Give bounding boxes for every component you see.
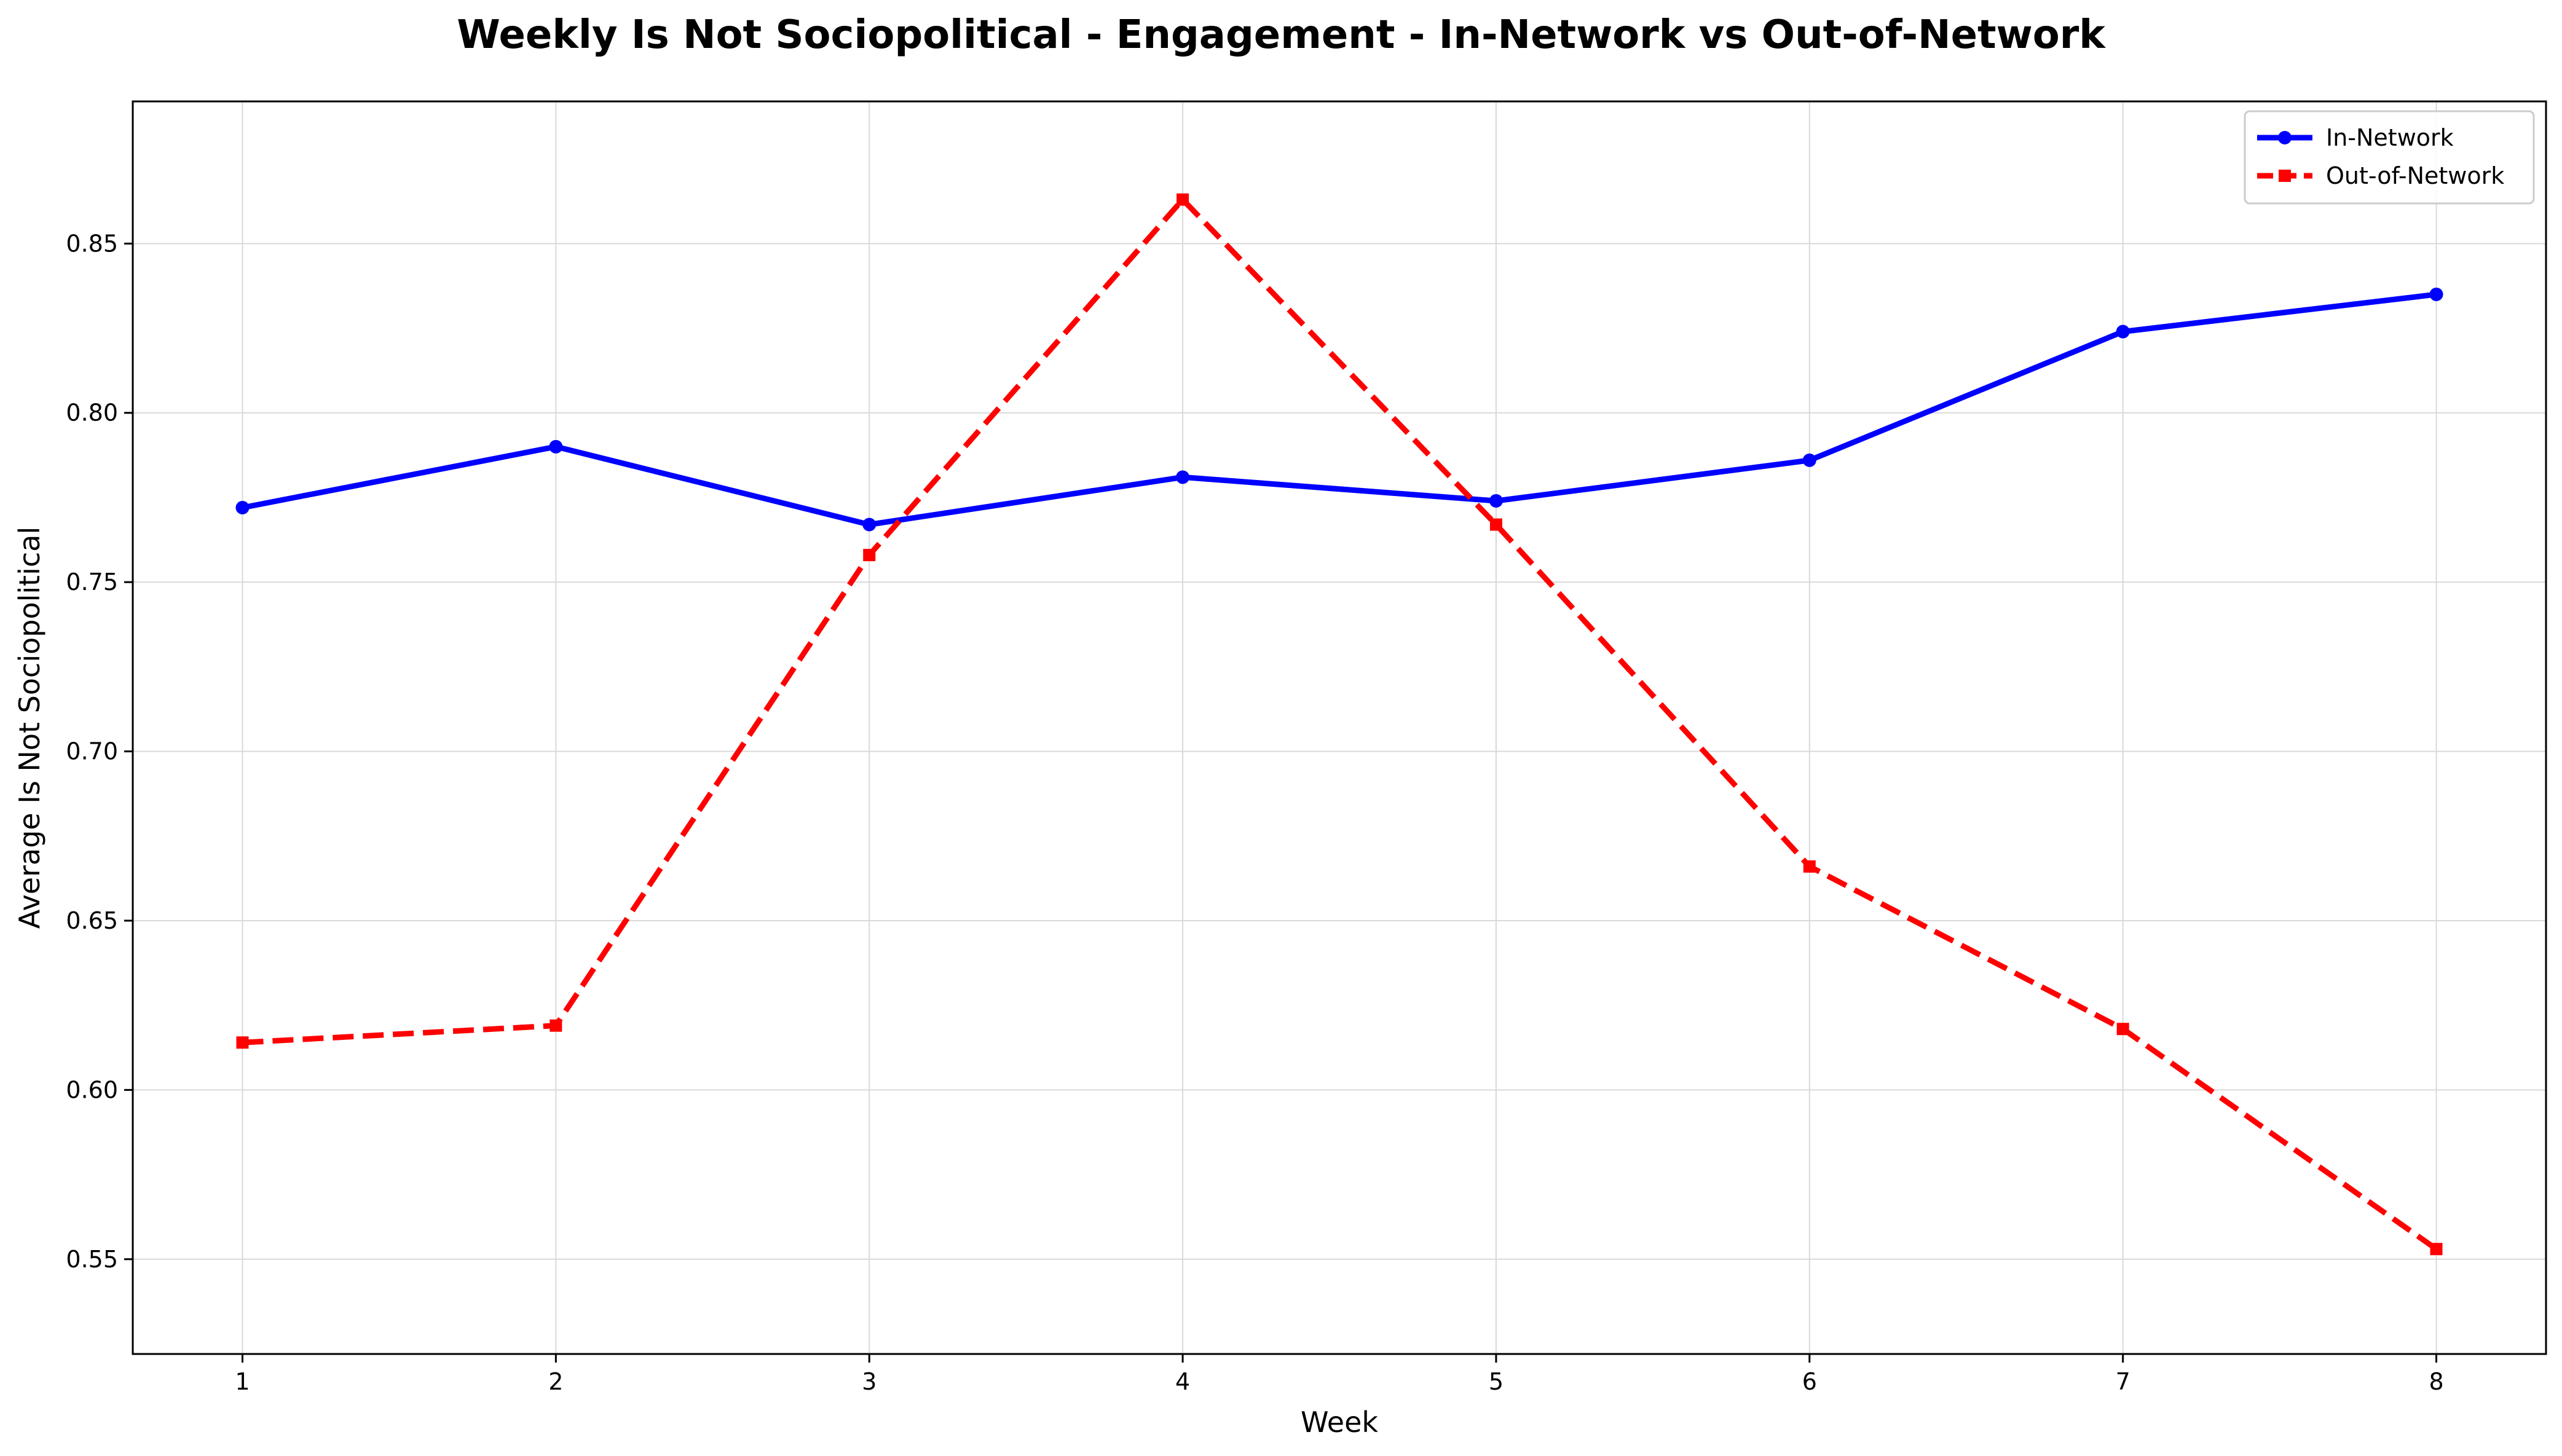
chart-title: Weekly Is Not Sociopolitical - Engagemen… <box>457 12 2106 58</box>
data-point-in-network <box>1802 453 1816 467</box>
data-point-out-of-network <box>863 549 876 562</box>
x-tick-label: 6 <box>1802 1368 1817 1395</box>
data-point-out-of-network <box>2116 1023 2129 1036</box>
legend: In-Network Out-of-Network <box>2244 110 2535 205</box>
data-point-in-network <box>2429 287 2443 301</box>
data-point-in-network <box>549 439 563 454</box>
data-point-out-of-network <box>550 1019 562 1032</box>
series-layer <box>235 193 2443 1256</box>
legend-label-in-network: In-Network <box>2326 124 2454 151</box>
x-tick-label: 8 <box>2429 1368 2443 1395</box>
data-point-out-of-network <box>2430 1243 2443 1256</box>
y-tick-label: 0.80 <box>66 399 118 427</box>
data-point-in-network <box>1176 470 1190 484</box>
legend-box <box>2244 110 2535 205</box>
x-tick-label: 2 <box>548 1368 563 1395</box>
y-tick-label: 0.55 <box>66 1246 118 1273</box>
legend-marker-out-of-network <box>2279 170 2291 182</box>
series-line-in-network <box>240 291 2439 527</box>
y-tick-label: 0.70 <box>66 738 118 765</box>
x-tick-label: 5 <box>1489 1368 1504 1395</box>
data-point-in-network <box>2116 325 2130 339</box>
data-point-in-network <box>1489 494 1503 508</box>
grid-lines <box>133 101 2546 1354</box>
data-point-out-of-network <box>1489 518 1502 531</box>
data-point-out-of-network <box>236 1036 249 1049</box>
data-point-out-of-network <box>1177 193 1189 206</box>
x-axis-label: Week <box>1301 1406 1378 1439</box>
series-line-out-of-network <box>242 197 2438 1251</box>
x-tick-label: 3 <box>862 1368 877 1395</box>
legend-label-out-of-network: Out-of-Network <box>2326 162 2504 189</box>
x-tick-label: 1 <box>235 1368 250 1395</box>
plot-area-frame <box>132 100 2547 1355</box>
data-point-in-network <box>235 500 250 514</box>
y-axis-label: Average Is Not Sociopolitical <box>13 527 46 929</box>
data-point-in-network <box>862 517 877 532</box>
legend-marker-in-network <box>2278 131 2292 144</box>
y-tick-label: 0.75 <box>66 569 118 596</box>
y-tick-label: 0.60 <box>66 1076 118 1103</box>
y-tick-label: 0.65 <box>66 907 118 934</box>
data-point-out-of-network <box>1803 860 1816 873</box>
axis-ticks: 1 2 3 4 5 6 7 8 0.55 0.60 0.65 0.70 0.75 0.80 0.85 <box>66 230 2443 1395</box>
y-tick-label: 0.85 <box>66 230 118 257</box>
x-tick-label: 7 <box>2116 1368 2130 1395</box>
x-tick-label: 4 <box>1175 1368 1190 1395</box>
